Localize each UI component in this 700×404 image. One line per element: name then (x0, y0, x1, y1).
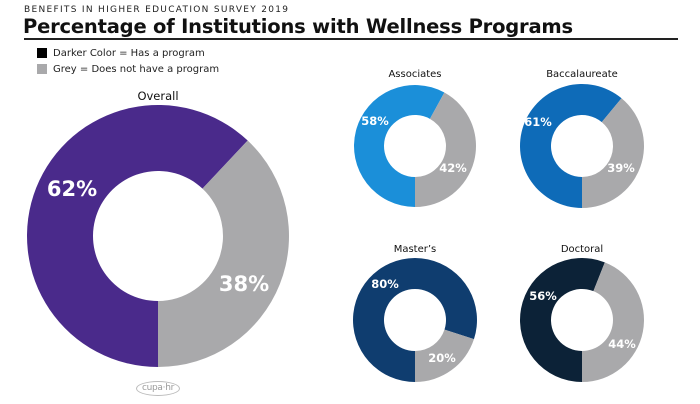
data-label: 42% (439, 161, 467, 175)
legend-swatch-grey (37, 64, 47, 74)
donut-slice-no-program (582, 98, 644, 208)
chart-title: Percentage of Institutions with Wellness… (23, 15, 573, 38)
data-label: 20% (428, 351, 456, 365)
donut-title: Overall (137, 89, 178, 103)
legend-swatch-dark (37, 48, 47, 58)
donut-associates: Associates 58% 42% (353, 69, 476, 207)
legend-item-no-program: Grey = Does not have a program (37, 61, 219, 77)
legend-label: Grey = Does not have a program (53, 63, 220, 75)
donut-slice-no-program (415, 329, 474, 382)
data-label: 39% (607, 161, 635, 175)
data-label: 62% (47, 177, 97, 201)
title-divider (24, 38, 678, 40)
data-label: 61% (524, 115, 552, 129)
chart-subtitle: BENEFITS IN HIGHER EDUCATION SURVEY 2019 (24, 5, 290, 15)
donut-doctoral: Doctoral 56% 44% (520, 244, 644, 382)
data-label: 56% (529, 289, 557, 303)
donut-slice-has-program (353, 84, 445, 207)
data-label: 44% (608, 337, 636, 351)
donut-slice-has-program (26, 105, 248, 368)
donut-title: Master’s (394, 244, 437, 255)
donut-title: Associates (388, 69, 441, 80)
donut-title: Doctoral (561, 244, 603, 255)
donut-slice-has-program (353, 258, 477, 382)
data-label: 38% (219, 272, 269, 296)
donut-slice-no-program (158, 140, 289, 367)
donut-slice-has-program (519, 83, 622, 208)
donut-slice-has-program (520, 257, 605, 382)
donut-title: Baccalaureate (546, 69, 618, 80)
legend: Darker Color = Has a program Grey = Does… (37, 45, 219, 77)
data-label: 80% (371, 277, 399, 291)
donut-masters: Master’s 80% 20% (353, 244, 477, 382)
donut-overall: Overall 62% 38% (26, 89, 289, 368)
donut-baccalaureate: Baccalaureate 61% 39% (519, 69, 644, 208)
donut-slice-no-program (582, 262, 644, 382)
legend-label: Darker Color = Has a program (53, 47, 205, 59)
data-label: 58% (361, 114, 389, 128)
cupa-hr-logo: cupa·hr (136, 381, 180, 396)
donut-slice-no-program (415, 92, 476, 207)
legend-item-has-program: Darker Color = Has a program (37, 45, 219, 61)
